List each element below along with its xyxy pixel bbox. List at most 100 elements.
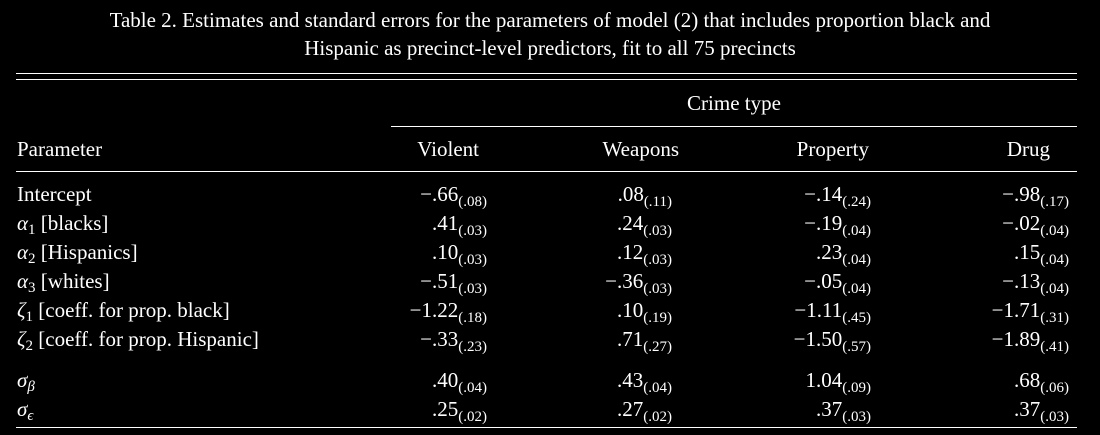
standard-error: (.03) — [458, 223, 487, 239]
value-cell: .25(.02) — [432, 395, 487, 426]
parameter-subscript: 2 — [25, 338, 34, 354]
value-cell: .40(.04) — [432, 366, 487, 397]
value-cell: .37(.03) — [1014, 395, 1069, 426]
value-cell: −.14(.24) — [804, 180, 871, 211]
standard-error: (.04) — [842, 281, 871, 297]
parameter-label: [whites] — [40, 269, 110, 293]
standard-error: (.31) — [1040, 310, 1069, 326]
value-cell: .43(.04) — [617, 366, 672, 397]
value-cell: .27(.02) — [617, 395, 672, 426]
standard-error: (.04) — [842, 252, 871, 268]
standard-error: (.03) — [643, 252, 672, 268]
standard-error: (.04) — [1040, 252, 1069, 268]
parameter-subscript: 3 — [28, 280, 36, 296]
standard-error: (.09) — [842, 380, 871, 396]
parameter-cell: α3 [whites] — [17, 267, 110, 298]
standard-error: (.03) — [643, 281, 672, 297]
standard-error: (.03) — [458, 281, 487, 297]
value-cell: .10(.03) — [432, 238, 487, 269]
standard-error: (.11) — [643, 194, 672, 210]
estimate: .23 — [816, 240, 843, 264]
parameter-symbol: α — [17, 269, 29, 293]
value-cell: −.66(.08) — [420, 180, 487, 211]
value-cell: .10(.19) — [617, 296, 672, 327]
value-cell: .24(.03) — [617, 209, 672, 240]
parameter-label: [Hispanics] — [40, 240, 138, 264]
standard-error: (.45) — [842, 310, 871, 326]
estimate: −.66 — [420, 182, 459, 206]
value-cell: −.98(.17) — [1002, 180, 1069, 211]
caption-line-1: Table 2. Estimates and standard errors f… — [109, 8, 991, 32]
column-header-property: Property — [796, 137, 869, 161]
estimate: 1.04 — [805, 368, 843, 392]
estimate: .10 — [617, 298, 644, 322]
value-cell: .71(.27) — [617, 325, 672, 356]
estimate: −.19 — [804, 211, 843, 235]
table-row: σϵ .25(.02) .27(.02) .37(.03) .37(.03) — [0, 395, 1100, 426]
standard-error: (.27) — [643, 339, 672, 355]
column-header-violent: Violent — [417, 137, 479, 161]
estimate: .43 — [617, 368, 644, 392]
estimate: −1.11 — [794, 298, 843, 322]
value-cell: −.51(.03) — [420, 267, 487, 298]
column-header-drug: Drug — [1006, 137, 1050, 161]
value-cell: 1.04(.09) — [806, 366, 872, 397]
caption-line-2: Hispanic as precinct-level predictors, f… — [304, 36, 796, 60]
estimate: .10 — [432, 240, 459, 264]
parameter-label: [blacks] — [40, 211, 109, 235]
value-cell: −1.11(.45) — [794, 296, 871, 327]
group-header-rule — [391, 126, 1077, 127]
estimate: .37 — [1014, 397, 1041, 421]
parameter-subscript: 1 — [28, 222, 36, 238]
estimate: .27 — [617, 397, 644, 421]
estimate: −1.71 — [991, 298, 1041, 322]
value-cell: −.13(.04) — [1002, 267, 1069, 298]
parameter-cell: α1 [blacks] — [17, 209, 108, 240]
estimate: −1.22 — [409, 298, 459, 322]
bottom-rule — [16, 427, 1077, 428]
standard-error: (.17) — [1040, 194, 1069, 210]
standard-error: (.23) — [458, 339, 487, 355]
estimate: .40 — [432, 368, 459, 392]
estimate: .12 — [617, 240, 644, 264]
column-header-weapons: Weapons — [602, 137, 679, 161]
standard-error: (.18) — [458, 310, 487, 326]
estimate: .25 — [432, 397, 459, 421]
standard-error: (.04) — [842, 223, 871, 239]
estimate: −1.89 — [991, 327, 1041, 351]
standard-error: (.57) — [842, 339, 871, 355]
parameter-subscript: 1 — [25, 309, 34, 325]
header-rule — [16, 171, 1077, 172]
value-cell: −.05(.04) — [804, 267, 871, 298]
parameter-symbol: ζ — [17, 327, 26, 351]
parameter-label: Intercept — [17, 182, 92, 206]
parameter-cell: Intercept — [17, 180, 92, 208]
standard-error: (.03) — [842, 409, 871, 425]
standard-error: (.04) — [1040, 223, 1069, 239]
table-row: Intercept −.66(.08) .08(.11) −.14(.24) −.98(… — [0, 180, 1100, 211]
estimate: .68 — [1014, 368, 1041, 392]
parameter-cell: ζ2 [coeff. for prop. Hispanic] — [17, 325, 259, 356]
standard-error: (.03) — [643, 223, 672, 239]
parameter-label: [coeff. for prop. Hispanic] — [38, 327, 259, 351]
value-cell: −.19(.04) — [804, 209, 871, 240]
parameter-symbol: σ — [17, 368, 28, 392]
standard-error: (.08) — [458, 194, 487, 210]
standard-error: (.41) — [1040, 339, 1069, 355]
value-cell: −1.50(.57) — [794, 325, 871, 356]
table-row: ζ2 [coeff. for prop. Hispanic] −.33(.23).… — [0, 325, 1100, 356]
estimate: −.98 — [1002, 182, 1041, 206]
standard-error: (.02) — [458, 409, 487, 425]
value-cell: .12(.03) — [617, 238, 672, 269]
value-cell: −.36(.03) — [605, 267, 672, 298]
parameter-label: [coeff. for prop. black] — [38, 298, 230, 322]
parameter-symbol: σ — [17, 397, 28, 421]
estimate: .71 — [617, 327, 644, 351]
value-cell: −1.89(.41) — [992, 325, 1069, 356]
standard-error: (.19) — [643, 310, 672, 326]
estimate: −1.50 — [793, 327, 843, 351]
standard-error: (.04) — [1040, 281, 1069, 297]
estimate: −.14 — [804, 182, 843, 206]
standard-error: (.02) — [643, 409, 672, 425]
estimate: −.13 — [1002, 269, 1041, 293]
